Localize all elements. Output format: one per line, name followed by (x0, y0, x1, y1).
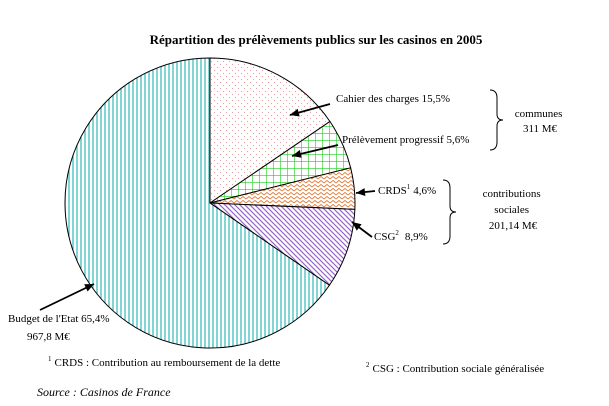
arrow-csg (351, 221, 373, 238)
slice-label-progressif: Prélèvement progressif 5,6% (342, 134, 469, 146)
slice-amount-budget: 967,8 M€ (27, 331, 70, 343)
slice-label-cahier: Cahier des charges 15,5% (336, 93, 450, 105)
slice-label-csg: CSG2 8,9% (374, 229, 428, 243)
footnote-crds: 1 CRDS : Contribution au remboursement de… (48, 355, 280, 369)
pie-slice-csg (208, 202, 356, 286)
arrow-cahier (289, 103, 331, 117)
arrow-crds (355, 188, 376, 196)
brace-contributions (442, 179, 457, 245)
pie-slice-cahier (209, 57, 331, 204)
slice-label-crds: CRDS1 4,6% (378, 183, 436, 197)
pie-slices (64, 57, 356, 349)
annotations (39, 89, 504, 311)
source-note: Source : Casinos de France (37, 385, 171, 399)
slice-label-budget: Budget de l'Etat 65,4% (8, 313, 110, 325)
chart-title: Répartition des prélèvements publics sur… (150, 32, 483, 47)
arrow-budget (39, 283, 95, 311)
group-label-contributions: contributions sociales 201,14 M€ (483, 188, 544, 232)
arrow-progressif (291, 144, 339, 158)
footnote-csg: 2 CSG : Contribution sociale généralisée (366, 361, 544, 375)
brace-communes (489, 89, 504, 151)
group-label-communes: communes 311 M€ (515, 108, 565, 135)
pie-slice-budget (64, 57, 331, 349)
